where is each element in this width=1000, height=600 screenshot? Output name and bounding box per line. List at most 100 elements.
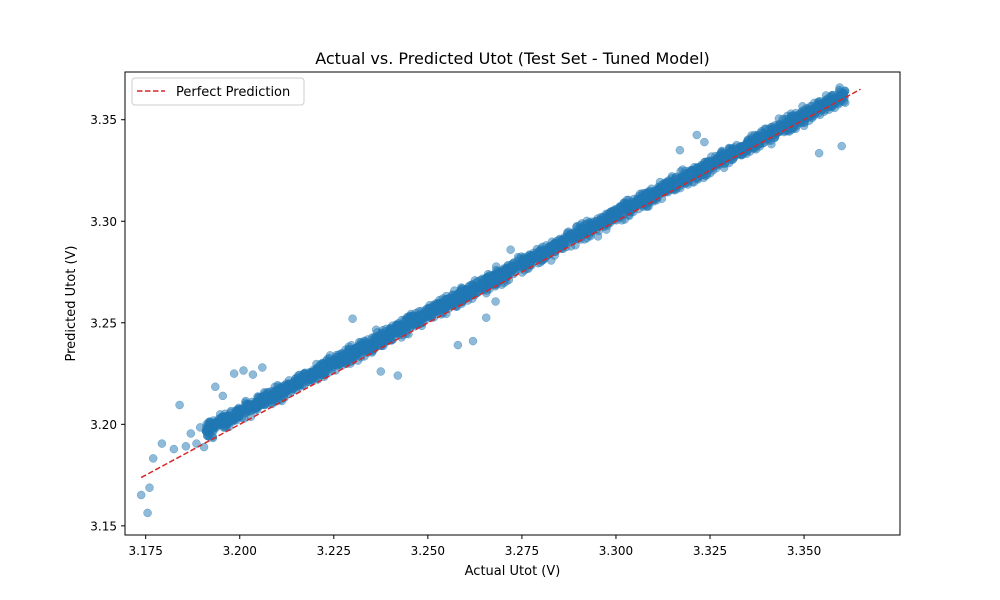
scatter-point xyxy=(837,141,846,151)
scatter-point xyxy=(758,132,768,141)
y-axis-label: Predicted Utot (V) xyxy=(64,246,79,362)
scatter-point xyxy=(192,439,201,448)
legend: Perfect Prediction xyxy=(131,77,305,106)
scatter-point xyxy=(248,370,258,379)
scatter-point xyxy=(506,245,515,254)
scatter-point xyxy=(241,396,251,406)
scatter-point xyxy=(675,145,685,155)
chart-title: Actual vs. Predicted Utot (Test Set - Tu… xyxy=(315,49,710,68)
scatter-point xyxy=(379,338,389,347)
scatter-point xyxy=(615,202,625,212)
scatter-point xyxy=(453,340,463,350)
scatter-point xyxy=(445,300,455,310)
scatter-point xyxy=(376,367,386,376)
y-tick-label: 3.35 xyxy=(90,113,117,127)
x-tick-label: 3.275 xyxy=(505,544,539,558)
scatter-point xyxy=(641,191,651,200)
x-tick-label: 3.350 xyxy=(787,544,821,558)
scatter-point xyxy=(371,325,381,335)
y-axis-ticks: 3.15 3.20 3.25 3.30 3.35 xyxy=(90,113,125,533)
scatter-point xyxy=(494,270,503,280)
scatter-point xyxy=(481,313,491,322)
scatter-point xyxy=(585,218,594,227)
x-tick-label: 3.225 xyxy=(317,544,351,558)
scatter-point xyxy=(725,144,735,153)
scatter-point xyxy=(814,148,824,158)
x-axis-ticks: 3.175 3.200 3.225 3.250 3.275 3.300 3.325 3.350 xyxy=(129,535,821,558)
scatter-point xyxy=(559,237,568,247)
scatter-point xyxy=(251,401,261,410)
scatter-point xyxy=(202,420,211,429)
scatter-point xyxy=(478,274,487,283)
scatter-point xyxy=(580,224,589,234)
scatter-point xyxy=(213,420,222,429)
x-axis-label: Actual Utot (V) xyxy=(465,564,561,579)
legend-label-perfect-prediction: Perfect Prediction xyxy=(176,85,290,100)
scatter-point xyxy=(512,261,522,271)
scatter-point xyxy=(607,207,616,216)
scatter-point xyxy=(678,165,687,174)
y-tick-label: 3.25 xyxy=(90,316,117,330)
scatter-point xyxy=(145,483,154,492)
scatter-point xyxy=(393,371,403,380)
scatter-point xyxy=(350,347,360,356)
scatter-point xyxy=(547,243,557,252)
scatter-point xyxy=(798,102,807,111)
scatter-point xyxy=(569,228,579,237)
x-tick-label: 3.300 xyxy=(599,544,633,558)
scatter-point xyxy=(175,400,184,410)
scatter-point xyxy=(186,429,196,438)
scatter-point xyxy=(181,442,191,451)
x-tick-label: 3.250 xyxy=(411,544,445,558)
scatter-point xyxy=(702,160,712,170)
y-tick-label: 3.30 xyxy=(90,215,117,229)
scatter-point xyxy=(386,331,395,340)
scatter-point xyxy=(486,274,495,283)
scatter-point xyxy=(456,287,465,296)
scatter-point xyxy=(262,395,271,404)
scatter-point xyxy=(715,154,725,164)
scatter-point xyxy=(295,377,304,386)
scatter-point xyxy=(229,369,239,378)
scatter-point xyxy=(452,295,461,304)
scatter-point xyxy=(136,490,146,500)
scatter-point xyxy=(740,141,749,151)
x-tick-label: 3.200 xyxy=(223,544,257,558)
scatter-point xyxy=(799,121,809,131)
perfect-prediction-series-line xyxy=(140,88,861,479)
scatter-point xyxy=(258,363,267,372)
scatter-point xyxy=(692,130,702,140)
scatter-point xyxy=(672,174,681,184)
scatter-point xyxy=(660,183,669,192)
scatter-point xyxy=(438,304,448,313)
y-tick-label: 3.15 xyxy=(90,519,117,533)
scatter-point xyxy=(533,247,543,257)
scatter-point xyxy=(491,297,500,306)
scatter-point xyxy=(218,391,228,401)
perfect-prediction-line xyxy=(140,88,861,479)
scatter-point xyxy=(329,359,338,369)
scatter-point xyxy=(169,444,179,454)
scatter-point xyxy=(388,321,397,331)
scatter-point xyxy=(143,508,152,518)
scatter-point xyxy=(211,382,220,392)
x-tick-label: 3.175 xyxy=(129,544,163,558)
scatter-point xyxy=(478,281,488,291)
scatter-point xyxy=(237,413,247,423)
x-tick-label: 3.325 xyxy=(693,544,727,558)
scatter-point xyxy=(157,439,167,448)
y-tick-label: 3.20 xyxy=(90,418,117,432)
plot-area-frame xyxy=(124,71,901,536)
scatter-point xyxy=(244,404,253,414)
scatter-point xyxy=(491,262,501,271)
scatter-point xyxy=(342,347,352,357)
scatter-point xyxy=(687,168,696,178)
scatter-point xyxy=(810,98,819,108)
scatter-point xyxy=(413,314,422,324)
scatter-point xyxy=(373,332,382,342)
legend-box xyxy=(131,77,305,106)
scatter-point xyxy=(598,213,607,222)
scatter-point xyxy=(469,286,478,296)
scatter-point xyxy=(401,317,410,327)
